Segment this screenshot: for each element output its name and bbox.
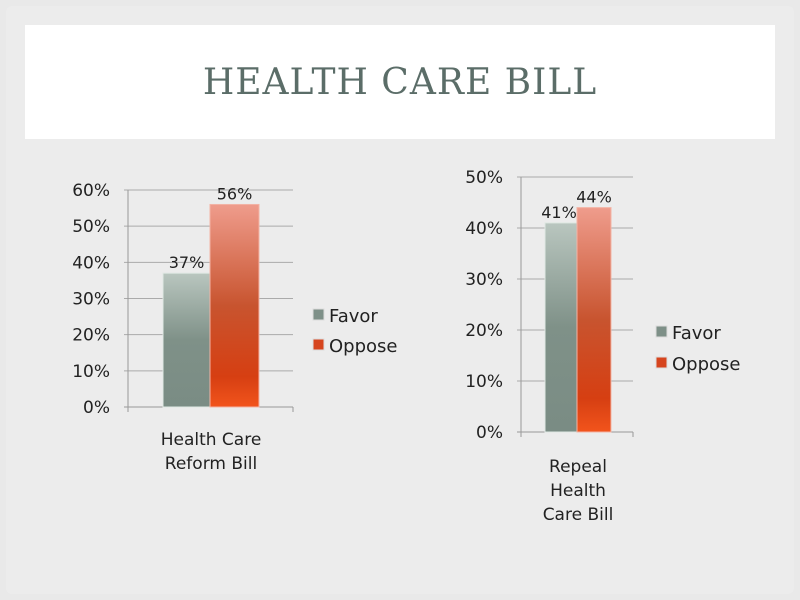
category-label: Care Bill: [543, 505, 614, 525]
legend-label: Favor: [329, 306, 378, 327]
category-label: Repeal: [549, 457, 607, 477]
legend-swatch-favor: [655, 325, 668, 338]
legend-label: Oppose: [672, 354, 740, 375]
y-tick-label: 50%: [72, 217, 110, 237]
legend-label: Oppose: [329, 336, 397, 357]
bar-oppose: [209, 203, 260, 408]
data-label: 44%: [576, 188, 612, 207]
y-tick-label: 0%: [476, 423, 503, 443]
bar-oppose: [576, 207, 612, 433]
title-box: HEALTH CARE BILL: [25, 25, 775, 139]
category-label: Health Care: [161, 430, 262, 450]
data-label: 56%: [217, 184, 253, 203]
y-tick-label: 40%: [72, 253, 110, 273]
y-tick-label: 10%: [465, 372, 503, 392]
y-tick-label: 20%: [72, 326, 110, 346]
y-tick-label: 20%: [465, 321, 503, 341]
y-tick-label: 40%: [465, 219, 503, 239]
y-tick-label: 50%: [465, 168, 503, 188]
y-tick-label: 10%: [72, 362, 110, 382]
legend-swatch-oppose: [312, 338, 325, 351]
y-tick-label: 30%: [72, 290, 110, 310]
legend-swatch-favor: [312, 308, 325, 321]
category-label: Health: [550, 481, 606, 501]
category-label: Reform Bill: [165, 454, 257, 474]
data-label: 37%: [169, 253, 205, 272]
bar-favor: [162, 272, 211, 408]
y-tick-label: 0%: [83, 398, 110, 418]
legend-label: Favor: [672, 323, 721, 344]
bar-favor: [544, 222, 578, 433]
chart-2: 0% 10% 20% 30% 40% 50% 41% Favor 44% Oppose Repeal…: [465, 168, 740, 525]
slide-title: HEALTH CARE BILL: [202, 61, 598, 103]
data-label: 41%: [541, 203, 577, 222]
legend-swatch-oppose: [655, 356, 668, 369]
y-tick-label: 60%: [72, 181, 110, 201]
chart-1: 0% 10% 20% 30% 40% 50% 60% 37% Favor 56% Oppose Hea…: [72, 181, 397, 474]
y-tick-label: 30%: [465, 270, 503, 290]
